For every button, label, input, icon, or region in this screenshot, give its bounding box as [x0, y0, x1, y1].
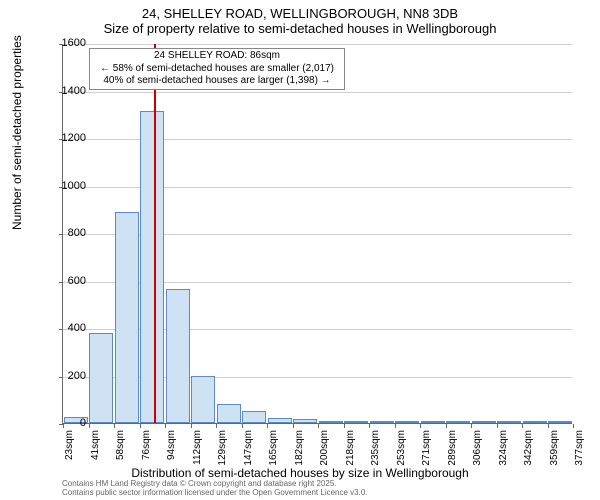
- ytick-label: 1200: [46, 132, 86, 144]
- histogram-bar: [115, 212, 139, 423]
- ytick-label: 1000: [46, 180, 86, 192]
- histogram-bar: [344, 421, 368, 423]
- gridline: [63, 44, 572, 45]
- histogram-bar: [293, 419, 317, 423]
- annotation-line1: 24 SHELLEY ROAD: 86sqm: [93, 50, 341, 63]
- xtick-label: 94sqm: [166, 430, 177, 470]
- xtick-label: 306sqm: [472, 430, 483, 470]
- ytick-label: 600: [46, 275, 86, 287]
- histogram-bar: [421, 421, 445, 423]
- histogram-bar: [191, 376, 215, 424]
- histogram-bar: [268, 418, 292, 423]
- histogram-bar: [242, 411, 266, 423]
- footer-line2: Contains public sector information licen…: [62, 489, 368, 498]
- histogram-bar: [89, 333, 113, 423]
- xtick-mark: [344, 424, 345, 428]
- xtick-label: 359sqm: [549, 430, 560, 470]
- xtick-label: 218sqm: [345, 430, 356, 470]
- xtick-mark: [471, 424, 472, 428]
- annotation-box: 24 SHELLEY ROAD: 86sqm← 58% of semi-deta…: [89, 48, 345, 90]
- chart-title-line2: Size of property relative to semi-detach…: [0, 21, 600, 40]
- xtick-label: 377sqm: [574, 430, 585, 470]
- annotation-line3: 40% of semi-detached houses are larger (…: [93, 75, 341, 88]
- histogram-bar: [319, 421, 343, 423]
- xtick-mark: [369, 424, 370, 428]
- xtick-label: 58sqm: [115, 430, 126, 470]
- xtick-mark: [216, 424, 217, 428]
- y-axis-label: Number of semi-detached properties: [10, 35, 24, 230]
- xtick-label: 165sqm: [268, 430, 279, 470]
- xtick-label: 324sqm: [498, 430, 509, 470]
- xtick-label: 23sqm: [64, 430, 75, 470]
- xtick-label: 289sqm: [447, 430, 458, 470]
- xtick-label: 112sqm: [192, 430, 203, 470]
- xtick-mark: [89, 424, 90, 428]
- gridline: [63, 92, 572, 93]
- chart-title-line1: 24, SHELLEY ROAD, WELLINGBOROUGH, NN8 3D…: [0, 0, 600, 21]
- xtick-mark: [165, 424, 166, 428]
- xtick-mark: [191, 424, 192, 428]
- xtick-label: 253sqm: [396, 430, 407, 470]
- ytick-label: 0: [46, 417, 86, 429]
- xtick-mark: [522, 424, 523, 428]
- footer-attribution: Contains HM Land Registry data © Crown c…: [62, 480, 368, 498]
- xtick-mark: [293, 424, 294, 428]
- histogram-bar: [140, 111, 164, 423]
- ytick-label: 800: [46, 227, 86, 239]
- xtick-mark: [395, 424, 396, 428]
- xtick-mark: [242, 424, 243, 428]
- xtick-mark: [573, 424, 574, 428]
- chart-plot-area: 24 SHELLEY ROAD: 86sqm← 58% of semi-deta…: [62, 44, 572, 424]
- histogram-bar: [548, 421, 572, 423]
- ytick-label: 200: [46, 370, 86, 382]
- xtick-mark: [446, 424, 447, 428]
- xtick-label: 129sqm: [217, 430, 228, 470]
- xtick-mark: [114, 424, 115, 428]
- ytick-label: 1400: [46, 85, 86, 97]
- xtick-label: 200sqm: [319, 430, 330, 470]
- xtick-mark: [140, 424, 141, 428]
- histogram-bar: [166, 289, 190, 423]
- annotation-line2: ← 58% of semi-detached houses are smalle…: [93, 63, 341, 76]
- xtick-mark: [318, 424, 319, 428]
- histogram-bar: [523, 421, 547, 423]
- subject-marker-line: [154, 44, 156, 423]
- histogram-bar: [217, 404, 241, 423]
- xtick-label: 271sqm: [421, 430, 432, 470]
- histogram-bar: [497, 421, 521, 423]
- xtick-mark: [420, 424, 421, 428]
- xtick-mark: [497, 424, 498, 428]
- xtick-label: 147sqm: [243, 430, 254, 470]
- histogram-bar: [446, 421, 470, 423]
- histogram-bar: [472, 421, 496, 423]
- xtick-label: 76sqm: [141, 430, 152, 470]
- xtick-label: 182sqm: [294, 430, 305, 470]
- ytick-label: 400: [46, 322, 86, 334]
- xtick-label: 235sqm: [370, 430, 381, 470]
- xtick-label: 41sqm: [90, 430, 101, 470]
- xtick-mark: [548, 424, 549, 428]
- histogram-bar: [370, 421, 394, 423]
- xtick-mark: [267, 424, 268, 428]
- ytick-label: 1600: [46, 37, 86, 49]
- xtick-label: 342sqm: [523, 430, 534, 470]
- histogram-bar: [395, 421, 419, 423]
